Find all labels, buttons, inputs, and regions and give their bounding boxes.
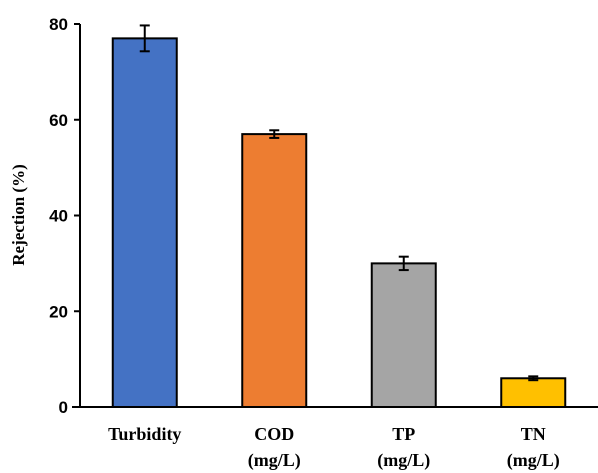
error-bar (269, 129, 280, 139)
y-tick-label: 0 (59, 398, 68, 417)
bar (111, 37, 178, 409)
y-tick-label: 20 (49, 302, 68, 321)
x-category-label: TP (mg/L) (377, 424, 430, 471)
error-bar (398, 255, 409, 272)
x-axis-labels: Turbidity COD (mg/L) TP (mg/L) TN (mg/L) (108, 424, 560, 471)
error-bar (528, 375, 539, 382)
error-bar (139, 24, 150, 53)
x-category-label: Turbidity (108, 424, 181, 444)
y-tick-label: 40 (49, 207, 68, 226)
y-tick-label: 80 (49, 15, 68, 34)
y-tick-label: 60 (49, 111, 68, 130)
error-bars (139, 24, 539, 382)
bar (241, 133, 308, 409)
bar (500, 377, 567, 408)
y-axis-title: Rejection (%) (9, 164, 28, 266)
x-category-label: TN (mg/L) (507, 424, 560, 471)
bar (370, 262, 437, 408)
y-axis-ticks: 0 20 40 60 80 (49, 15, 80, 417)
bars (111, 37, 567, 409)
x-category-label: COD (mg/L) (248, 424, 301, 471)
